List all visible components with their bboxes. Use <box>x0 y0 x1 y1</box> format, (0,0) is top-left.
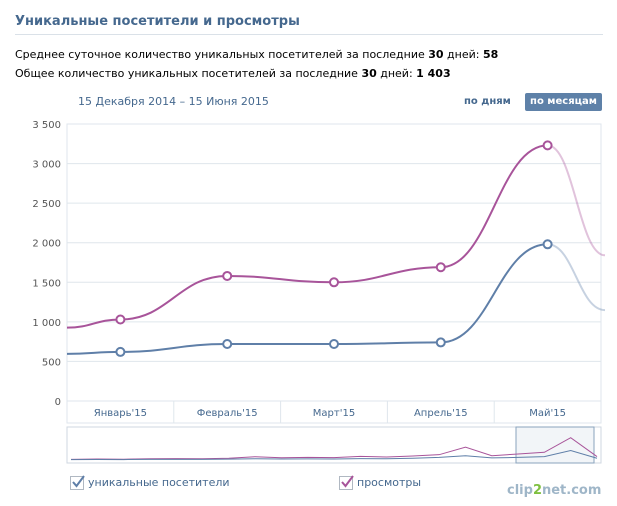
views-point <box>115 314 126 325</box>
legend-unique-label: уникальные посетители <box>88 476 230 489</box>
watermark-left: clip <box>507 483 533 498</box>
daily-average-stat: Среднее суточное количество уникальных п… <box>15 48 498 61</box>
views-point <box>222 270 233 281</box>
views-point <box>435 262 446 273</box>
unique-visitors-point <box>435 337 446 348</box>
x-tick-label: Январь'15 <box>94 408 147 419</box>
y-tick-label: 3 000 <box>32 160 61 171</box>
views-tail <box>547 144 606 257</box>
total-stat-prefix: Общее количество уникальных посетителей … <box>15 67 362 80</box>
by-month-toggle[interactable]: по месяцам <box>525 93 602 111</box>
total-stat-days: 30 <box>361 67 377 80</box>
total-unique-stat: Общее количество уникальных посетителей … <box>15 67 451 80</box>
unique-visitors-point <box>329 339 339 350</box>
unique-visitors-point <box>542 239 553 250</box>
legend-unique-visitors[interactable]: уникальные посетители <box>70 475 230 490</box>
total-stat-mid: дней: <box>376 67 417 80</box>
unique-visitors-tail <box>547 243 606 312</box>
x-tick-label: Февраль'15 <box>197 408 258 419</box>
unique-visitors-point <box>115 346 126 357</box>
unique-visitors-point <box>222 339 233 350</box>
visitors-chart: 0 500 1 000 1 500 2 000 2 500 3 000 3 500 Январь… <box>32 120 606 464</box>
y-tick-label: 0 <box>55 397 61 408</box>
daily-stat-days: 30 <box>428 48 444 61</box>
y-tick-label: 2 000 <box>32 239 61 250</box>
page-title: Уникальные посетители и просмотры <box>15 14 300 29</box>
legend-views[interactable]: просмотры <box>339 475 422 490</box>
x-tick-label: Март'15 <box>313 408 355 419</box>
daily-stat-mid: дней: <box>443 48 483 61</box>
title-divider <box>15 34 603 35</box>
navigator-strip <box>66 426 602 464</box>
views-point <box>542 140 553 151</box>
y-tick-label: 1 000 <box>32 318 61 329</box>
navigator-unique-line <box>70 450 598 461</box>
views-point <box>329 277 339 288</box>
daily-stat-value: 58 <box>482 48 499 61</box>
y-tick-label: 1 500 <box>32 278 61 289</box>
checkbox-checked-icon[interactable] <box>339 475 354 490</box>
checkbox-checked-icon[interactable] <box>70 475 85 490</box>
daily-stat-prefix: Среднее суточное количество уникальных п… <box>15 48 429 61</box>
navigator-views-line <box>70 437 598 460</box>
x-tick-label: Май'15 <box>529 408 566 419</box>
y-tick-label: 3 500 <box>32 120 61 131</box>
y-tick-label: 2 500 <box>32 199 61 210</box>
by-day-toggle[interactable]: по дням <box>464 96 511 107</box>
clip2net-watermark: clip2net.com <box>507 483 601 498</box>
legend-views-label: просмотры <box>357 476 422 489</box>
total-stat-value: 1 403 <box>416 67 451 80</box>
y-tick-label: 500 <box>42 357 61 368</box>
watermark-mid: 2 <box>532 483 542 498</box>
date-range: 15 Декабря 2014 – 15 Июня 2015 <box>78 95 269 108</box>
x-tick-label: Апрель'15 <box>414 408 468 419</box>
plot-area <box>66 123 602 424</box>
watermark-right: net.com <box>541 483 602 498</box>
